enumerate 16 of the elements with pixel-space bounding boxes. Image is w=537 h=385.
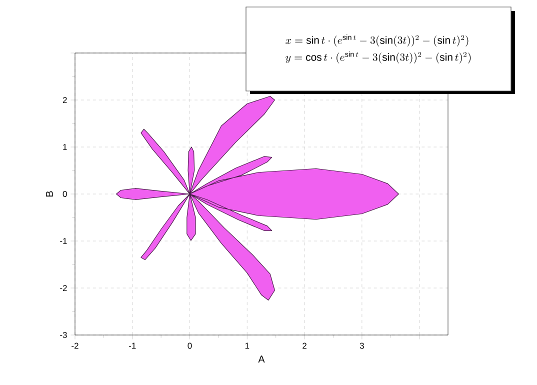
annotation: $y = \cos t\cdot(e^{\sin t} - 3(\sin(3t))^2 - (\sin t)^2)$ [286,51,471,64]
y-tick-label: -1 [60,238,67,244]
y-axis-title: B [46,191,53,197]
x-tick-label: 1 [245,342,250,349]
x-tick-label: -2 [72,342,78,349]
y-tick-label: -3 [60,332,67,338]
y-tick-label: 0 [62,191,67,197]
x-tick-label: -1 [128,342,136,349]
y-tick-label: 1 [63,144,67,150]
x-tick-label: 2 [302,342,306,349]
x-tick-label: 0 [188,342,192,349]
text: $x = \sin t\cdot(e^{\sin t} - 3(\sin(3t))^2 - (\sin t)^2)$ [286,34,468,46]
y-tick-label: -2 [60,285,67,291]
x-tick-label: 3 [360,342,364,349]
x-axis-title: A [258,356,265,362]
y-tick-label: 2 [62,97,67,103]
